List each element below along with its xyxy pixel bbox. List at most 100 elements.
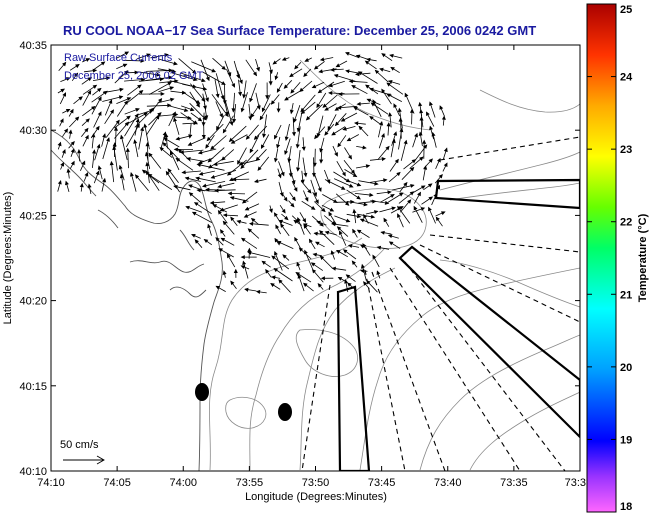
- current-vector-head: [324, 106, 329, 111]
- current-vector-head: [240, 255, 245, 260]
- current-vector-head: [374, 69, 380, 75]
- current-vector: [196, 177, 216, 183]
- current-vector-head: [398, 117, 403, 122]
- current-vector-head: [179, 150, 184, 155]
- current-vector-head: [147, 173, 153, 178]
- colorbar-label: Temperature (°C): [637, 213, 649, 302]
- current-vector-head: [305, 116, 311, 121]
- current-vector: [105, 120, 120, 138]
- current-vector-head: [381, 157, 387, 162]
- current-vector: [148, 153, 162, 169]
- current-vector-head: [357, 71, 363, 76]
- current-vector-head: [391, 138, 396, 144]
- current-vector-head: [214, 188, 219, 193]
- current-vector-head: [303, 72, 308, 77]
- current-vector-head: [222, 270, 227, 275]
- current-vector-head: [229, 177, 234, 182]
- current-vector-head: [273, 157, 278, 163]
- current-vector-head: [290, 89, 295, 94]
- current-vector-head: [205, 187, 210, 192]
- current-vector-head: [87, 183, 92, 189]
- current-vector-head: [230, 280, 235, 286]
- current-vector-head: [207, 223, 212, 229]
- current-vector-head: [355, 72, 360, 77]
- current-vector-head: [226, 171, 232, 176]
- current-vector-head: [84, 172, 89, 177]
- current-vector-head: [302, 218, 307, 223]
- current-vector-head: [356, 101, 361, 106]
- current-vector-head: [300, 109, 306, 115]
- current-vector-head: [201, 122, 206, 127]
- current-vector-head: [324, 131, 329, 136]
- current-vector-head: [143, 112, 148, 117]
- current-vector-head: [348, 79, 353, 84]
- current-vector-head: [385, 145, 390, 151]
- current-vector: [181, 91, 200, 104]
- current-vector-head: [397, 107, 402, 113]
- current-vector-head: [363, 202, 368, 207]
- current-vector-head: [226, 253, 231, 259]
- current-vector-head: [253, 135, 259, 140]
- x-tick-label: 74:00: [169, 477, 197, 489]
- current-vector-head: [383, 217, 388, 223]
- current-vector: [170, 151, 180, 171]
- current-vector-head: [272, 60, 277, 65]
- current-vector-head: [162, 142, 167, 147]
- current-vector-head: [419, 156, 424, 161]
- current-vector-head: [181, 170, 186, 175]
- current-vector-head: [273, 267, 278, 273]
- current-vector-head: [145, 170, 150, 176]
- current-vector-head: [110, 109, 115, 114]
- current-vector: [182, 83, 207, 90]
- current-vector-head: [193, 77, 198, 82]
- current-vector-head: [230, 216, 235, 221]
- current-vector-head: [211, 68, 217, 73]
- current-vector-head: [265, 268, 270, 274]
- current-vector: [102, 96, 123, 102]
- current-vector-head: [276, 88, 281, 93]
- current-vector-head: [191, 211, 197, 216]
- current-vector: [210, 135, 227, 150]
- current-vector-head: [177, 148, 183, 153]
- current-vector-head: [333, 199, 338, 203]
- current-vector-head: [372, 99, 377, 104]
- current-vector-head: [126, 115, 131, 120]
- current-vector-head: [417, 191, 421, 197]
- current-vector-head: [65, 77, 71, 81]
- current-vector-head: [337, 105, 342, 110]
- current-vector-head: [296, 167, 301, 172]
- current-vector-head: [340, 117, 346, 122]
- current-vector-head: [249, 97, 254, 103]
- current-vector: [197, 163, 225, 171]
- current-vector: [149, 81, 172, 95]
- y-tick-label: 40:20: [19, 296, 47, 308]
- current-vector-head: [57, 141, 62, 147]
- current-vector-head: [229, 121, 234, 126]
- current-vector-head: [270, 100, 276, 105]
- current-vector-head: [243, 213, 249, 218]
- current-vector-head: [219, 207, 225, 212]
- scale-arrow: [63, 455, 105, 465]
- transect-southeast: [398, 245, 580, 439]
- current-vector-head: [310, 205, 316, 210]
- current-vector-head: [338, 230, 343, 236]
- current-vector-head: [204, 115, 209, 120]
- x-axis-label: Longitude (Degrees:Minutes): [245, 491, 387, 503]
- current-vector: [165, 171, 181, 193]
- y-tick-label: 40:35: [19, 40, 47, 52]
- current-vector-head: [428, 196, 434, 201]
- current-vector-head: [164, 53, 169, 58]
- current-vector-head: [312, 162, 317, 168]
- current-vector: [180, 149, 204, 153]
- current-vector-head: [314, 241, 320, 246]
- current-vector-head: [167, 81, 172, 86]
- current-vector-head: [331, 131, 336, 136]
- surface-current-vectors: [57, 51, 448, 294]
- current-vector-head: [351, 260, 356, 266]
- current-vector-head: [97, 96, 102, 102]
- current-vector-head: [419, 108, 424, 114]
- y-axis-ticks: 40:10 40:15 40:20 40:25 40:30 40:35: [19, 40, 580, 478]
- current-vector-head: [396, 171, 401, 177]
- current-vector-head: [144, 151, 149, 157]
